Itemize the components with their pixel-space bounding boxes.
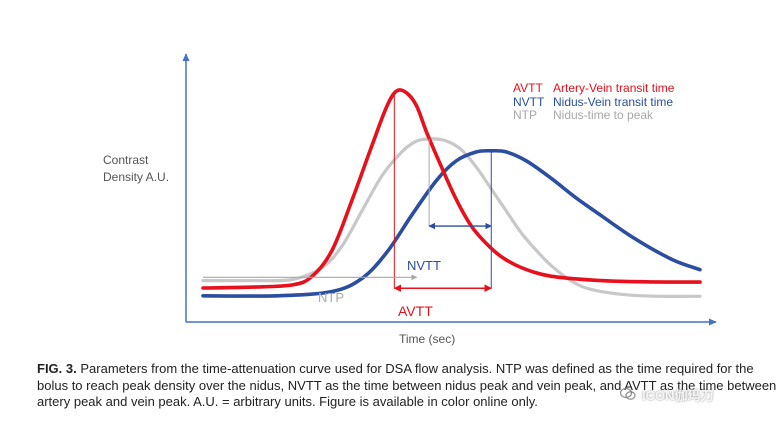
legend-text-avtt: Artery-Vein transit time xyxy=(553,81,675,95)
caption-text: Parameters from the time-attenuation cur… xyxy=(37,361,777,409)
figure-caption: FIG. 3. Parameters from the time-attenua… xyxy=(37,361,777,411)
x-axis-label: Time (sec) xyxy=(399,332,455,346)
caption-label: FIG. 3. xyxy=(37,361,77,376)
series-line-nidus xyxy=(201,137,702,298)
series-line-vein xyxy=(201,148,702,298)
watermark-text: ICON伽玛刀 xyxy=(642,387,714,403)
y-axis-label-line2: Density A.U. xyxy=(103,170,169,184)
ntp-label: NTP xyxy=(318,290,344,305)
legend: AVTT Artery-Vein transit time NVTT Nidus… xyxy=(513,81,675,122)
avtt-label: AVTT xyxy=(398,303,433,319)
legend-text-nvtt: Nidus-Vein transit time xyxy=(553,95,673,109)
chart-figure: Contrast Density A.U. Time (sec) NTP AVT… xyxy=(103,53,717,346)
legend-abbr-avtt: AVTT xyxy=(513,81,543,95)
legend-text-ntp: Nidus-time to peak xyxy=(553,108,654,122)
watermark: ICON伽玛刀 xyxy=(620,383,780,405)
wechat-icon xyxy=(620,387,636,400)
legend-abbr-nvtt: NVTT xyxy=(513,95,545,109)
y-axis-label-line1: Contrast xyxy=(103,153,149,167)
legend-abbr-ntp: NTP xyxy=(513,108,537,122)
nvtt-label: NVTT xyxy=(407,258,441,273)
series-line-artery xyxy=(201,88,702,290)
